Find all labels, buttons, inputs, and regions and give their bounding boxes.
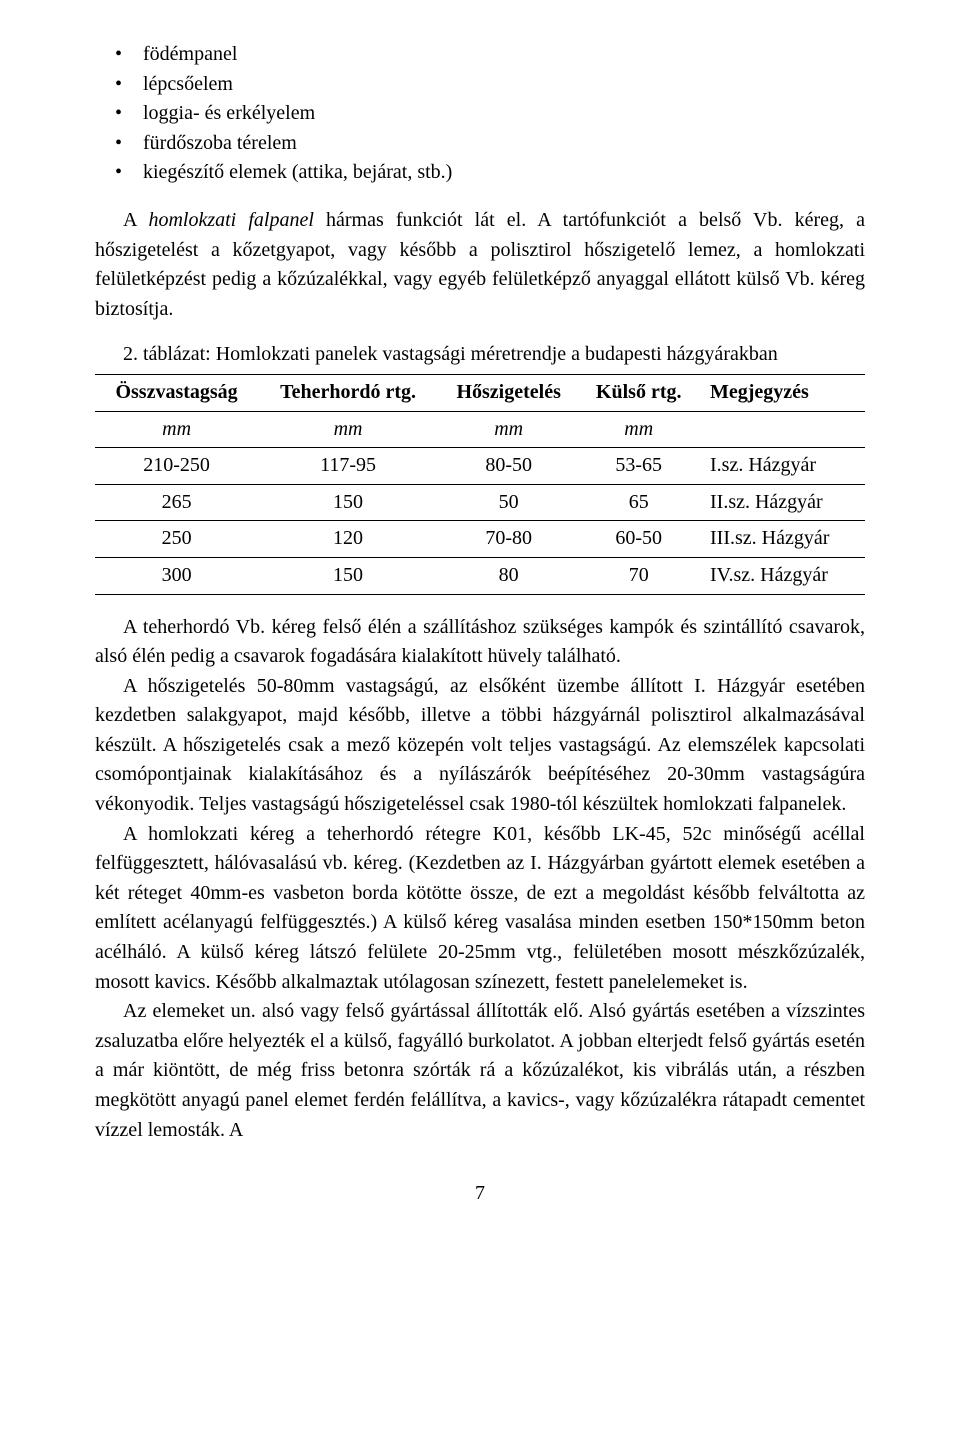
list-item: kiegészítő elemek (attika, bejárat, stb.… (143, 158, 865, 188)
table-cell: 53-65 (579, 448, 698, 485)
paragraph-5: Az elemeket un. alsó vagy felső gyártáss… (95, 997, 865, 1145)
unit-cell: mm (579, 411, 698, 448)
col-header: Külső rtg. (579, 374, 698, 411)
table-cell: IV.sz. Házgyár (698, 557, 865, 594)
table-header-row: Összvastagság Teherhordó rtg. Hőszigetel… (95, 374, 865, 411)
page-number: 7 (95, 1179, 865, 1209)
table-cell: 65 (579, 484, 698, 521)
unit-cell: mm (258, 411, 438, 448)
table-row: 25012070-8060-50III.sz. Házgyár (95, 521, 865, 558)
table-caption: 2. táblázat: Homlokzati panelek vastagsá… (95, 340, 865, 370)
table-cell: III.sz. Házgyár (698, 521, 865, 558)
table-cell: 150 (258, 484, 438, 521)
paragraph-1: A homlokzati falpanel hármas funkciót lá… (95, 206, 865, 324)
table-cell: 265 (95, 484, 258, 521)
list-item: fürdőszoba térelem (143, 129, 865, 159)
table-units-row: mm mm mm mm (95, 411, 865, 448)
paragraph-2: A teherhordó Vb. kéreg felső élén a szál… (95, 613, 865, 672)
list-item: lépcsőelem (143, 70, 865, 100)
table-cell: II.sz. Házgyár (698, 484, 865, 521)
table-cell: 120 (258, 521, 438, 558)
table-cell: I.sz. Házgyár (698, 448, 865, 485)
table-row: 3001508070IV.sz. Házgyár (95, 557, 865, 594)
paragraph-4: A homlokzati kéreg a teherhordó rétegre … (95, 820, 865, 998)
bullet-list: födémpanel lépcsőelem loggia- és erkélye… (95, 40, 865, 188)
table-cell: 300 (95, 557, 258, 594)
unit-cell (698, 411, 865, 448)
unit-cell: mm (95, 411, 258, 448)
list-item: loggia- és erkélyelem (143, 99, 865, 129)
table-cell: 70-80 (438, 521, 579, 558)
paragraph-3: A hőszigetelés 50-80mm vastagságú, az el… (95, 672, 865, 820)
col-header: Hőszigetelés (438, 374, 579, 411)
table-cell: 60-50 (579, 521, 698, 558)
table-cell: 50 (438, 484, 579, 521)
col-header: Megjegyzés (698, 374, 865, 411)
col-header: Teherhordó rtg. (258, 374, 438, 411)
table-cell: 80 (438, 557, 579, 594)
table-cell: 70 (579, 557, 698, 594)
table-row: 210-250117-9580-5053-65I.sz. Házgyár (95, 448, 865, 485)
table-cell: 80-50 (438, 448, 579, 485)
table-cell: 150 (258, 557, 438, 594)
table-cell: 250 (95, 521, 258, 558)
col-header: Összvastagság (95, 374, 258, 411)
thickness-table: Összvastagság Teherhordó rtg. Hőszigetel… (95, 374, 865, 595)
table-row: 2651505065II.sz. Házgyár (95, 484, 865, 521)
table-cell: 117-95 (258, 448, 438, 485)
list-item: födémpanel (143, 40, 865, 70)
unit-cell: mm (438, 411, 579, 448)
table-cell: 210-250 (95, 448, 258, 485)
